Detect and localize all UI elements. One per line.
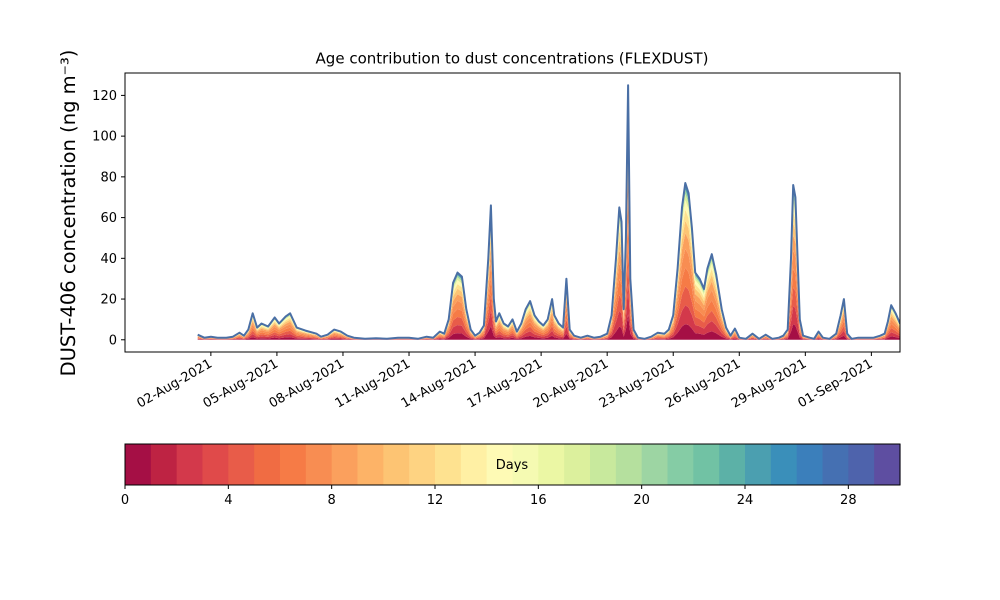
colorbar-tick-label: 24 bbox=[737, 493, 754, 508]
colorbar-cell bbox=[796, 444, 824, 485]
colorbar-tick-label: 16 bbox=[530, 493, 547, 508]
colorbar-cell bbox=[512, 444, 539, 485]
colorbar-tick-label: 4 bbox=[224, 493, 232, 508]
colorbar-cell bbox=[228, 444, 255, 485]
age-band-area bbox=[197, 146, 900, 340]
colorbar-cell bbox=[357, 444, 384, 485]
x-axis: 02-Aug-202105-Aug-202108-Aug-202111-Aug-… bbox=[135, 352, 876, 412]
colorbar-tick-label: 8 bbox=[328, 493, 336, 508]
colorbar-tick-label: 12 bbox=[427, 493, 444, 508]
y-tick-label: 100 bbox=[92, 130, 117, 145]
colorbar-tick-label: 20 bbox=[633, 493, 650, 508]
age-band-area bbox=[197, 166, 900, 340]
colorbar-cell bbox=[770, 444, 798, 485]
y-axis-label: DUST-406 concentration (ng m⁻³) bbox=[57, 50, 80, 377]
colorbar: Days 0 4 8 12 16 20 24 28 bbox=[121, 443, 901, 508]
y-tick-label: 60 bbox=[100, 211, 117, 226]
colorbar-cell bbox=[641, 444, 669, 485]
colorbar-cell bbox=[150, 444, 178, 485]
plot-frame bbox=[124, 72, 901, 353]
age-contribution-areas bbox=[197, 85, 900, 340]
colorbar-cell bbox=[409, 444, 436, 485]
colorbar-cell bbox=[590, 444, 617, 485]
age-band-area bbox=[197, 85, 900, 339]
x-tick-label: 29-Aug-2021 bbox=[729, 356, 809, 411]
colorbar-tick-label: 0 bbox=[121, 493, 129, 508]
age-band-area bbox=[197, 128, 900, 339]
age-band-area bbox=[197, 89, 900, 339]
colorbar-cell bbox=[564, 444, 591, 485]
colorbar-cell bbox=[460, 444, 488, 485]
age-band-area bbox=[197, 113, 900, 339]
age-band-area bbox=[197, 192, 900, 340]
colorbar-cell bbox=[176, 444, 204, 485]
colorbar-cell bbox=[874, 444, 901, 485]
colorbar-cell bbox=[719, 444, 746, 485]
colorbar-cell bbox=[125, 444, 152, 485]
colorbar-cell bbox=[280, 444, 307, 485]
colorbar-cell bbox=[435, 444, 462, 485]
y-axis: 0 20 40 60 80 100 120 bbox=[92, 89, 125, 348]
colorbar-cell bbox=[693, 444, 720, 485]
y-tick-label: 120 bbox=[92, 89, 117, 104]
colorbar-cell bbox=[538, 444, 565, 485]
y-tick-label: 80 bbox=[100, 170, 117, 185]
age-band-area bbox=[197, 253, 900, 340]
colorbar-cell bbox=[822, 444, 849, 485]
colorbar-cell bbox=[667, 444, 694, 485]
colorbar-cell bbox=[615, 444, 643, 485]
age-band-area bbox=[197, 283, 900, 340]
colorbar-cell bbox=[331, 444, 359, 485]
colorbar-cell bbox=[745, 444, 772, 485]
age-band-area bbox=[197, 103, 900, 339]
x-tick-label: 01-Sep-2021 bbox=[796, 356, 876, 411]
colorbar-frame bbox=[124, 443, 901, 486]
colorbar-cell bbox=[383, 444, 410, 485]
age-band-area bbox=[197, 222, 900, 340]
total-series-line bbox=[197, 84, 900, 340]
y-tick-label: 0 bbox=[109, 333, 117, 348]
colorbar-cell bbox=[486, 444, 514, 485]
chart-title: Age contribution to dust concentrations … bbox=[316, 50, 709, 68]
colorbar-cell bbox=[202, 444, 229, 485]
total-concentration-line bbox=[197, 84, 900, 340]
colorbar-label: Days bbox=[496, 458, 529, 473]
y-tick-label: 40 bbox=[100, 252, 117, 267]
age-band-area bbox=[197, 95, 900, 339]
colorbar-cell bbox=[254, 444, 281, 485]
colorbar-tick-label: 28 bbox=[840, 493, 857, 508]
colorbar-cell bbox=[848, 444, 875, 485]
colorbar-cell bbox=[305, 444, 333, 485]
y-tick-label: 20 bbox=[100, 293, 117, 308]
